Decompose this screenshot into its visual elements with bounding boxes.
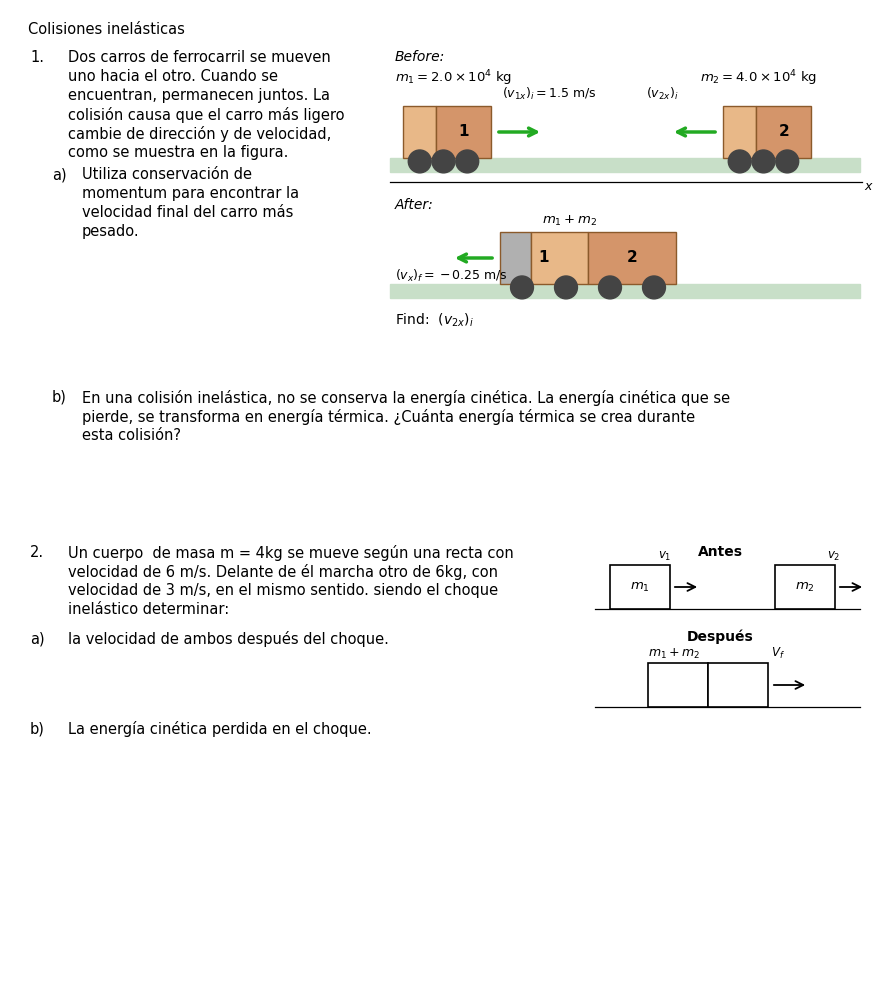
Text: momentum para encontrar la: momentum para encontrar la	[82, 186, 299, 201]
Text: $v_2$: $v_2$	[827, 549, 840, 563]
Text: a): a)	[30, 631, 44, 646]
Circle shape	[776, 150, 798, 173]
Bar	[723, 106, 757, 158]
Circle shape	[456, 150, 478, 173]
Text: esta colisión?: esta colisión?	[82, 428, 181, 443]
Text: velocidad final del carro más: velocidad final del carro más	[82, 205, 293, 220]
Text: a): a)	[52, 167, 67, 182]
Bar	[500, 232, 531, 284]
Bar	[648, 663, 708, 707]
Text: $V_f$: $V_f$	[771, 646, 785, 661]
Text: 2.: 2.	[30, 545, 44, 560]
Bar	[436, 106, 491, 158]
Text: $m_1$: $m_1$	[630, 580, 650, 593]
Text: En una colisión inelástica, no se conserva la energía cinética. La energía cinét: En una colisión inelástica, no se conser…	[82, 390, 730, 406]
Text: colisión causa que el carro más ligero: colisión causa que el carro más ligero	[68, 107, 345, 123]
Text: 1: 1	[539, 251, 549, 266]
Text: $m_2 = 4.0 \times 10^4$ kg: $m_2 = 4.0 \times 10^4$ kg	[700, 68, 817, 88]
Text: $m_2$: $m_2$	[795, 580, 815, 593]
Text: Dos carros de ferrocarril se mueven: Dos carros de ferrocarril se mueven	[68, 50, 331, 65]
Text: b): b)	[30, 721, 44, 736]
Text: 1: 1	[459, 125, 469, 140]
Text: pesado.: pesado.	[82, 224, 140, 239]
Text: b): b)	[52, 390, 67, 405]
Text: 1.: 1.	[30, 50, 44, 65]
Circle shape	[510, 276, 533, 299]
Text: como se muestra en la figura.: como se muestra en la figura.	[68, 145, 288, 160]
Text: uno hacia el otro. Cuando se: uno hacia el otro. Cuando se	[68, 69, 278, 84]
Text: Before:: Before:	[395, 50, 445, 64]
Circle shape	[728, 150, 751, 173]
Text: velocidad de 6 m/s. Delante de él marcha otro de 6kg, con: velocidad de 6 m/s. Delante de él marcha…	[68, 564, 498, 580]
Text: velocidad de 3 m/s, en el mismo sentido. siendo el choque: velocidad de 3 m/s, en el mismo sentido.…	[68, 583, 498, 598]
Bar	[610, 565, 670, 609]
Text: Un cuerpo  de masa m = 4kg se mueve según una recta con: Un cuerpo de masa m = 4kg se mueve según…	[68, 545, 514, 561]
Text: Después: Después	[686, 629, 753, 643]
Text: 2: 2	[779, 125, 789, 140]
Bar	[531, 232, 588, 284]
Text: x: x	[864, 181, 871, 194]
Text: $(v_{1x})_i = 1.5$ m/s: $(v_{1x})_i = 1.5$ m/s	[502, 86, 597, 102]
Text: $m_1 + m_2$: $m_1 + m_2$	[648, 647, 701, 661]
Text: $m_1 + m_2$: $m_1 + m_2$	[542, 214, 597, 228]
Text: 2: 2	[627, 251, 637, 266]
Text: inelástico determinar:: inelástico determinar:	[68, 602, 229, 617]
Circle shape	[555, 276, 578, 299]
Bar	[390, 158, 860, 172]
Text: Antes: Antes	[698, 545, 742, 559]
Text: Utiliza conservación de: Utiliza conservación de	[82, 167, 252, 182]
Bar	[775, 565, 835, 609]
Bar	[708, 663, 768, 707]
Circle shape	[643, 276, 666, 299]
Text: cambie de dirección y de velocidad,: cambie de dirección y de velocidad,	[68, 126, 332, 142]
Bar	[757, 106, 811, 158]
Text: La energía cinética perdida en el choque.: La energía cinética perdida en el choque…	[68, 721, 372, 737]
Text: Colisiones inelásticas: Colisiones inelásticas	[28, 22, 185, 37]
Bar	[403, 106, 436, 158]
Text: $v_1$: $v_1$	[658, 549, 671, 563]
Circle shape	[752, 150, 775, 173]
Bar	[390, 284, 860, 298]
Text: la velocidad de ambos después del choque.: la velocidad de ambos después del choque…	[68, 631, 388, 647]
Text: After:: After:	[395, 198, 434, 212]
Text: $m_1 = 2.0 \times 10^4$ kg: $m_1 = 2.0 \times 10^4$ kg	[395, 68, 512, 88]
Text: $(v_{2x})_i$: $(v_{2x})_i$	[646, 86, 679, 102]
Text: pierde, se transforma en energía térmica. ¿Cuánta energía térmica se crea durant: pierde, se transforma en energía térmica…	[82, 409, 695, 425]
Circle shape	[408, 150, 431, 173]
Bar	[588, 232, 676, 284]
Text: $(v_x)_f = -0.25$ m/s: $(v_x)_f = -0.25$ m/s	[395, 268, 508, 284]
Circle shape	[598, 276, 621, 299]
Circle shape	[432, 150, 455, 173]
Text: encuentran, permanecen juntos. La: encuentran, permanecen juntos. La	[68, 88, 330, 103]
Text: Find:  $(v_{2x})_i$: Find: $(v_{2x})_i$	[395, 312, 474, 330]
